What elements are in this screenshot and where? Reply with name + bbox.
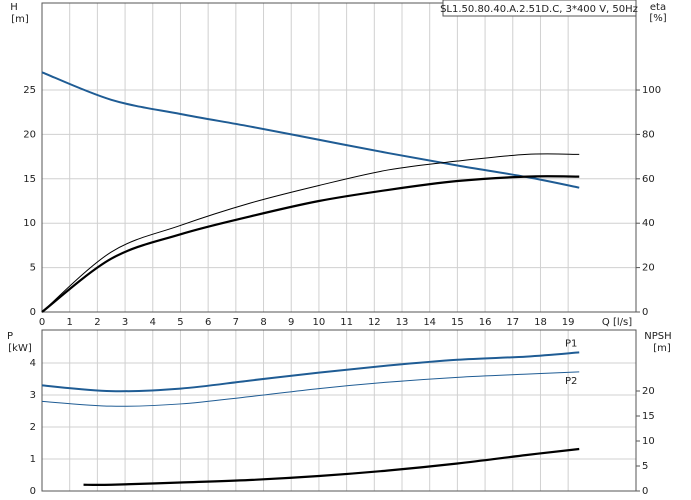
plot-frame xyxy=(41,2,637,313)
chart-title: SL1.50.80.40.A.2.51D.C, 3*400 V, 50Hz xyxy=(440,4,638,15)
y-tick-label: 15 xyxy=(23,174,36,185)
curve xyxy=(41,371,580,407)
y-tick-label: 0 xyxy=(30,307,36,318)
curve-label: P2 xyxy=(565,376,577,387)
x-tick-label: 2 xyxy=(94,317,100,328)
y2-tick-label: 100 xyxy=(642,85,661,96)
y-tick-label: 20 xyxy=(23,129,36,140)
x-tick-label: 1 xyxy=(67,317,73,328)
curve xyxy=(41,71,580,189)
y-tick-label: 1 xyxy=(30,454,36,465)
x-tick-label: 13 xyxy=(396,317,409,328)
title-box xyxy=(442,0,637,17)
y-tick-label: 4 xyxy=(30,358,36,369)
y2-tick-label: 20 xyxy=(642,386,655,397)
y2-axis-label: eta xyxy=(650,2,666,13)
y2-axis-label: NPSH xyxy=(644,331,671,342)
y2-tick-label: 10 xyxy=(642,436,655,447)
x-tick-label: 15 xyxy=(451,317,464,328)
curve-label: P1 xyxy=(565,338,577,349)
y2-tick-label: 80 xyxy=(642,129,655,140)
x-axis-label: Q [l/s] xyxy=(602,317,632,328)
curve xyxy=(83,447,580,487)
y-tick-label: 25 xyxy=(23,85,36,96)
y2-tick-label: 60 xyxy=(642,174,655,185)
y-tick-label: 3 xyxy=(30,390,36,401)
y-axis-unit: [kW] xyxy=(8,343,32,354)
x-tick-label: 0 xyxy=(39,317,45,328)
y-axis-label: P xyxy=(7,331,13,342)
x-tick-label: 6 xyxy=(205,317,211,328)
x-tick-label: 5 xyxy=(177,317,183,328)
y2-tick-label: 15 xyxy=(642,411,655,422)
y2-tick-label: 0 xyxy=(642,307,648,318)
x-tick-label: 19 xyxy=(562,317,575,328)
y-axis-label: H xyxy=(10,2,18,13)
y-tick-label: 2 xyxy=(30,422,36,433)
x-tick-label: 12 xyxy=(368,317,381,328)
x-tick-label: 14 xyxy=(423,317,436,328)
x-tick-label: 11 xyxy=(340,317,353,328)
x-tick-label: 7 xyxy=(233,317,239,328)
x-tick-label: 17 xyxy=(506,317,519,328)
y2-tick-label: 0 xyxy=(642,486,648,497)
curve xyxy=(41,153,580,313)
y2-tick-label: 5 xyxy=(642,461,648,472)
plot-frame xyxy=(41,329,637,492)
x-tick-label: 18 xyxy=(534,317,547,328)
y-tick-label: 10 xyxy=(23,218,36,229)
y-axis-unit: [m] xyxy=(11,14,29,25)
y-tick-label: 5 xyxy=(30,263,36,274)
x-tick-label: 10 xyxy=(313,317,326,328)
y2-axis-unit: [m] xyxy=(653,343,671,354)
y2-tick-label: 40 xyxy=(642,218,655,229)
y2-tick-label: 20 xyxy=(642,263,655,274)
x-tick-label: 3 xyxy=(122,317,128,328)
x-tick-label: 16 xyxy=(479,317,492,328)
x-tick-label: 9 xyxy=(288,317,294,328)
plot-background xyxy=(42,3,636,312)
y-tick-label: 0 xyxy=(30,486,36,497)
curve xyxy=(41,175,580,313)
y2-axis-unit: [%] xyxy=(649,13,666,24)
x-tick-label: 4 xyxy=(150,317,156,328)
curve xyxy=(41,351,580,393)
x-tick-label: 8 xyxy=(260,317,266,328)
